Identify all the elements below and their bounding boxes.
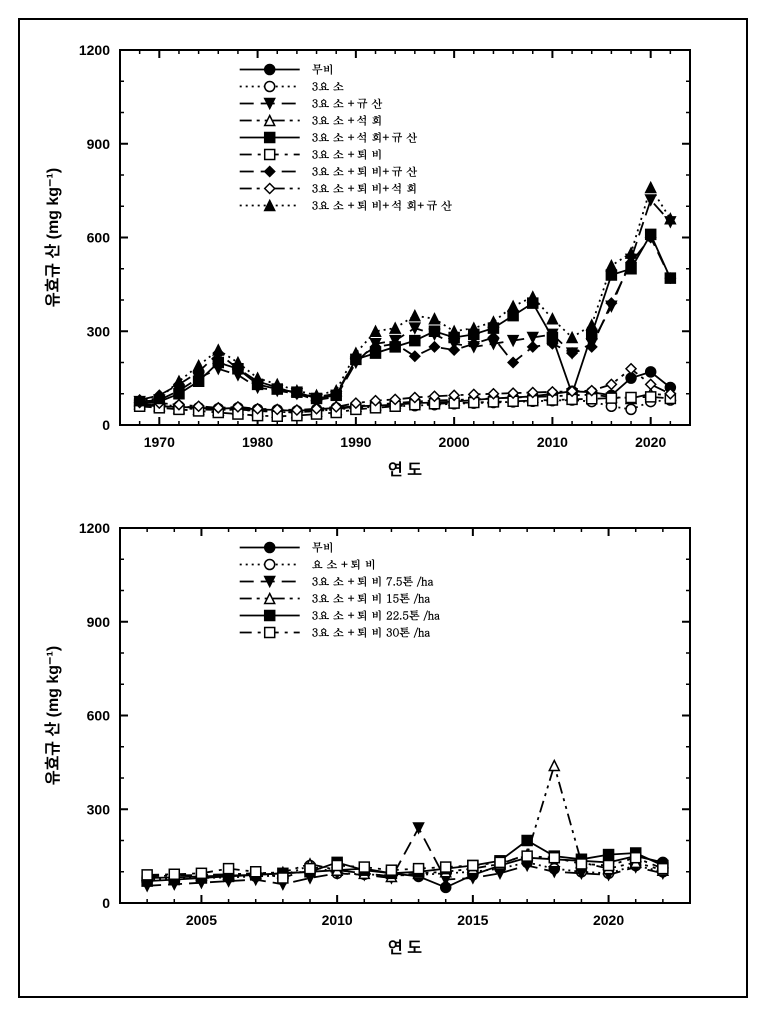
bottom-ylabel: 유효규 산 (mg kg⁻¹)	[44, 646, 62, 785]
bottom-ytick-label: 1200	[79, 520, 110, 536]
top-legend-label-7: 3요 소 +퇴 비+석 회	[312, 182, 418, 197]
top-legend-label-4: 3요 소 +석 회+규 산	[312, 131, 419, 146]
top-legend-label-5: 3요 소 +퇴 비	[312, 148, 383, 163]
top-xtick-label: 2000	[439, 434, 470, 450]
top-ytick-label: 0	[102, 417, 110, 433]
figure-frame: 0 300 600 900 1200 1970 1980 1990 2000 2010 2020 연 …	[18, 18, 748, 998]
top-series-line-6	[140, 238, 671, 401]
bottom-xtick-label: 2005	[186, 912, 217, 928]
top-legend-label-3: 3요 소 +석 회	[312, 114, 383, 129]
bottom-xlabel: 연 도	[388, 939, 422, 957]
bottom-xtick-label: 2010	[322, 912, 353, 928]
bottom-legend-label-0: 무비	[312, 541, 334, 556]
bottom-ytick-label: 300	[87, 801, 111, 817]
top-ytick-label: 1200	[79, 42, 110, 58]
top-xtick-label: 2010	[537, 434, 568, 450]
chart-bottom-svg: 0 300 600 900 1200 2005 2010 2015 2020 연 도 유효규 산 (…	[30, 508, 710, 968]
bottom-legend-label-3: 3요 소 +퇴 비 15톤 /ha	[312, 592, 431, 607]
top-legend-label-6: 3요 소 +퇴 비+규 산	[312, 165, 419, 180]
top-legend-label-0: 무비	[312, 63, 334, 78]
top-ytick-label: 900	[87, 136, 111, 152]
top-plot-area	[120, 50, 690, 425]
bottom-xtick-label: 2020	[593, 912, 624, 928]
top-legend-label-2: 3요 소 +규 산	[312, 97, 384, 112]
bottom-xtick-label: 2015	[457, 912, 488, 928]
top-xtick-label: 1980	[242, 434, 273, 450]
bottom-ytick-label: 0	[102, 895, 110, 911]
top-xtick-label: 2020	[635, 434, 666, 450]
chart-panel-bottom: 0 300 600 900 1200 2005 2010 2015 2020 연 도 유효규 산 (…	[30, 508, 726, 986]
chart-panel-top: 0 300 600 900 1200 1970 1980 1990 2000 2010 2020 연 …	[30, 30, 726, 508]
top-ytick-label: 600	[87, 230, 111, 246]
top-legend-label-1: 3요 소	[312, 80, 344, 95]
bottom-legend-label-4: 3요 소 +퇴 비 22.5톤 /ha	[312, 609, 440, 624]
top-legend-label-8: 3요 소 +퇴 비+석 회+규 산	[312, 199, 453, 214]
top-series-line-4	[140, 234, 671, 403]
top-xtick-label: 1970	[144, 434, 175, 450]
top-xtick-label: 1990	[340, 434, 371, 450]
bottom-ytick-label: 900	[87, 614, 111, 630]
top-ytick-label: 300	[87, 323, 111, 339]
bottom-legend-label-2: 3요 소 +퇴 비 7.5톤 /ha	[312, 575, 434, 590]
top-ylabel: 유효규 산 (mg kg⁻¹)	[44, 168, 62, 307]
bottom-legend-label-1: 요 소 +퇴 비	[312, 558, 376, 573]
chart-top-svg: 0 300 600 900 1200 1970 1980 1990 2000 2010 2020 연 …	[30, 30, 710, 490]
top-xlabel: 연 도	[388, 461, 422, 479]
bottom-legend-label-5: 3요 소 +퇴 비 30톤 /ha	[312, 626, 431, 641]
bottom-ytick-label: 600	[87, 708, 111, 724]
